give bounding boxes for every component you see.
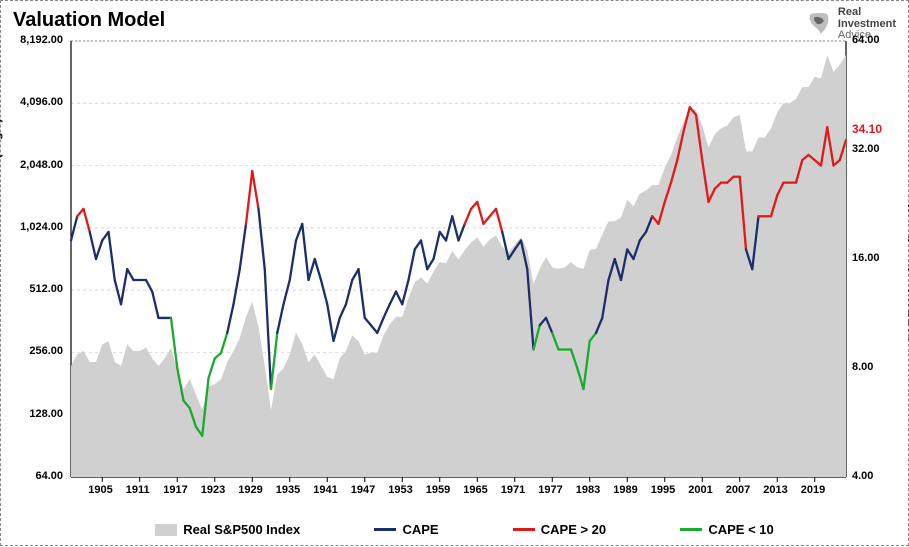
legend-item-sp500: Real S&P500 Index bbox=[155, 522, 300, 537]
legend-swatch bbox=[680, 528, 702, 531]
x-tick: 1989 bbox=[613, 484, 637, 496]
legend-item-cape-lt10: CAPE < 10 bbox=[680, 522, 773, 537]
x-tick: 1905 bbox=[88, 484, 112, 496]
x-tick: 1995 bbox=[651, 484, 675, 496]
x-tick: 2013 bbox=[763, 484, 787, 496]
x-tick: 1953 bbox=[388, 484, 412, 496]
legend-label: CAPE > 20 bbox=[541, 522, 606, 537]
x-tick: 1917 bbox=[163, 484, 187, 496]
x-tick: 1965 bbox=[463, 484, 487, 496]
latest-cape-annotation: 34.10 bbox=[852, 122, 882, 136]
y-left-tick: 1,024.00 bbox=[8, 221, 63, 233]
x-tick: 1971 bbox=[501, 484, 525, 496]
legend-item-cape: CAPE bbox=[374, 522, 438, 537]
x-tick: 2019 bbox=[801, 484, 825, 496]
y-left-tick: 2,048.00 bbox=[8, 159, 63, 171]
y-right-tick: 4.00 bbox=[852, 470, 873, 482]
legend: Real S&P500 Index CAPE CAPE > 20 CAPE < … bbox=[81, 522, 848, 537]
chart-container: Valuation Model Real Investment Advice R… bbox=[0, 0, 909, 546]
y-right-tick: 32.00 bbox=[852, 143, 880, 155]
x-tick: 1935 bbox=[276, 484, 300, 496]
y-left-tick: 256.00 bbox=[8, 345, 63, 357]
x-tick: 2001 bbox=[688, 484, 712, 496]
legend-item-cape-gt20: CAPE > 20 bbox=[513, 522, 606, 537]
legend-swatch bbox=[374, 528, 396, 531]
x-tick: 1959 bbox=[426, 484, 450, 496]
x-tick: 1911 bbox=[126, 484, 150, 496]
y-left-tick: 512.00 bbox=[8, 283, 63, 295]
legend-label: CAPE < 10 bbox=[708, 522, 773, 537]
legend-label: CAPE bbox=[402, 522, 438, 537]
legend-swatch bbox=[513, 528, 535, 531]
y-left-tick: 8,192.00 bbox=[8, 34, 63, 46]
y-left-tick: 128.00 bbox=[8, 408, 63, 420]
x-tick: 1983 bbox=[576, 484, 600, 496]
y-right-tick: 16.00 bbox=[852, 252, 880, 264]
y-right-tick: 8.00 bbox=[852, 361, 873, 373]
x-tick: 1923 bbox=[201, 484, 225, 496]
y-right-tick: 64.00 bbox=[852, 34, 880, 46]
x-tick: 1977 bbox=[538, 484, 562, 496]
x-tick: 1929 bbox=[238, 484, 262, 496]
y-left-tick: 64.00 bbox=[8, 470, 63, 482]
x-tick: 1947 bbox=[351, 484, 375, 496]
chart-plot-area bbox=[1, 1, 909, 547]
x-tick: 2007 bbox=[726, 484, 750, 496]
legend-swatch bbox=[155, 524, 177, 536]
legend-label: Real S&P500 Index bbox=[183, 522, 300, 537]
y-left-tick: 4,096.00 bbox=[8, 96, 63, 108]
x-tick: 1941 bbox=[313, 484, 337, 496]
